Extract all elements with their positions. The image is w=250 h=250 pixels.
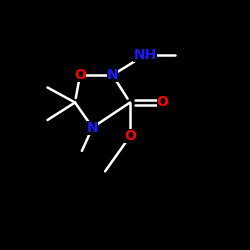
Text: N: N xyxy=(107,68,118,82)
Text: O: O xyxy=(124,129,136,143)
Text: O: O xyxy=(74,68,86,82)
Text: O: O xyxy=(156,96,168,110)
Text: NH: NH xyxy=(134,48,156,62)
Text: N: N xyxy=(87,120,98,134)
